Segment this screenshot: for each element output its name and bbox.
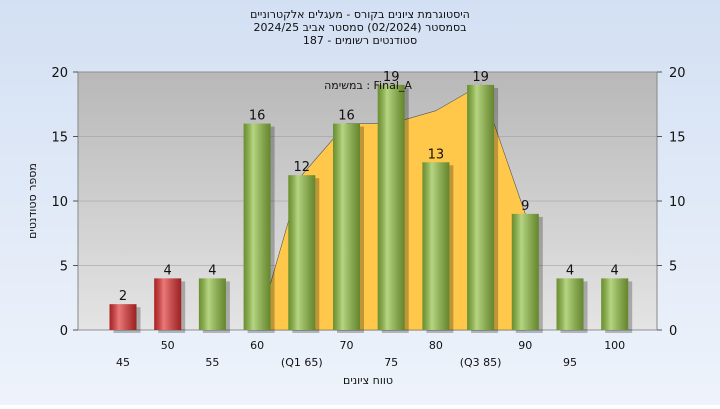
bar-shine: [243, 123, 271, 330]
title-line: סטודנטים רשומים - 187: [303, 34, 417, 47]
x-tick-label: 90: [518, 339, 532, 352]
x-tick-label: 80: [429, 339, 443, 352]
value-label: 4: [164, 263, 172, 278]
bar-shine: [601, 278, 629, 330]
bar-shine: [333, 123, 360, 330]
y2-tick-label: 0: [669, 324, 677, 339]
bar-shine: [288, 175, 316, 330]
value-label: 4: [208, 263, 216, 278]
x-tick-label: (Q3 85): [460, 356, 502, 369]
bar-shine: [556, 278, 584, 330]
value-label: 19: [472, 70, 489, 85]
x-tick-label: 100: [604, 339, 625, 352]
y2-tick-label: 20: [669, 66, 686, 81]
value-label: 9: [521, 199, 529, 214]
value-label: 4: [611, 263, 619, 278]
y-axis-label: מספר סטודנטים: [26, 163, 39, 239]
bar-shine: [422, 162, 450, 330]
y-tick-label: 5: [60, 260, 68, 275]
value-label: 12: [294, 160, 311, 175]
y2-tick-label: 10: [669, 195, 686, 210]
x-tick-label: 45: [116, 356, 130, 369]
bar-shine: [467, 84, 495, 331]
value-label: 4: [566, 263, 574, 278]
bar-shine: [154, 278, 182, 330]
bar-shine: [377, 84, 405, 331]
x-tick-label: 50: [161, 339, 175, 352]
x-tick-label: 55: [205, 356, 219, 369]
y2-tick-label: 5: [669, 260, 677, 275]
y-tick-label: 20: [51, 66, 68, 81]
x-tick-label: 95: [563, 356, 577, 369]
title-line: בסמסטר (02/2024) סמסטר אביב 2024/25: [253, 21, 466, 34]
bar-shine: [109, 304, 137, 330]
y2-tick-label: 15: [669, 131, 686, 146]
title-line: היסטוגרמת ציונים בקורס - מעגלים אלקטרוני…: [250, 8, 470, 21]
value-label: 16: [249, 109, 266, 124]
bar-shine: [198, 278, 226, 330]
x-axis-label: טווח ציונים: [343, 374, 393, 387]
x-tick-label: 75: [384, 356, 398, 369]
annotation: במשימה : Final_A: [324, 79, 412, 92]
value-label: 2: [119, 289, 127, 304]
x-tick-label: 60: [250, 339, 264, 352]
x-tick-label: (Q1 65): [281, 356, 323, 369]
y-tick-label: 10: [51, 195, 68, 210]
x-tick-label: 70: [340, 339, 354, 352]
bar-shine: [511, 213, 539, 330]
y-tick-label: 15: [51, 131, 68, 146]
value-label: 16: [338, 109, 355, 124]
y-tick-label: 0: [60, 324, 68, 339]
value-label: 13: [428, 147, 445, 162]
value-label: 19: [383, 70, 400, 85]
